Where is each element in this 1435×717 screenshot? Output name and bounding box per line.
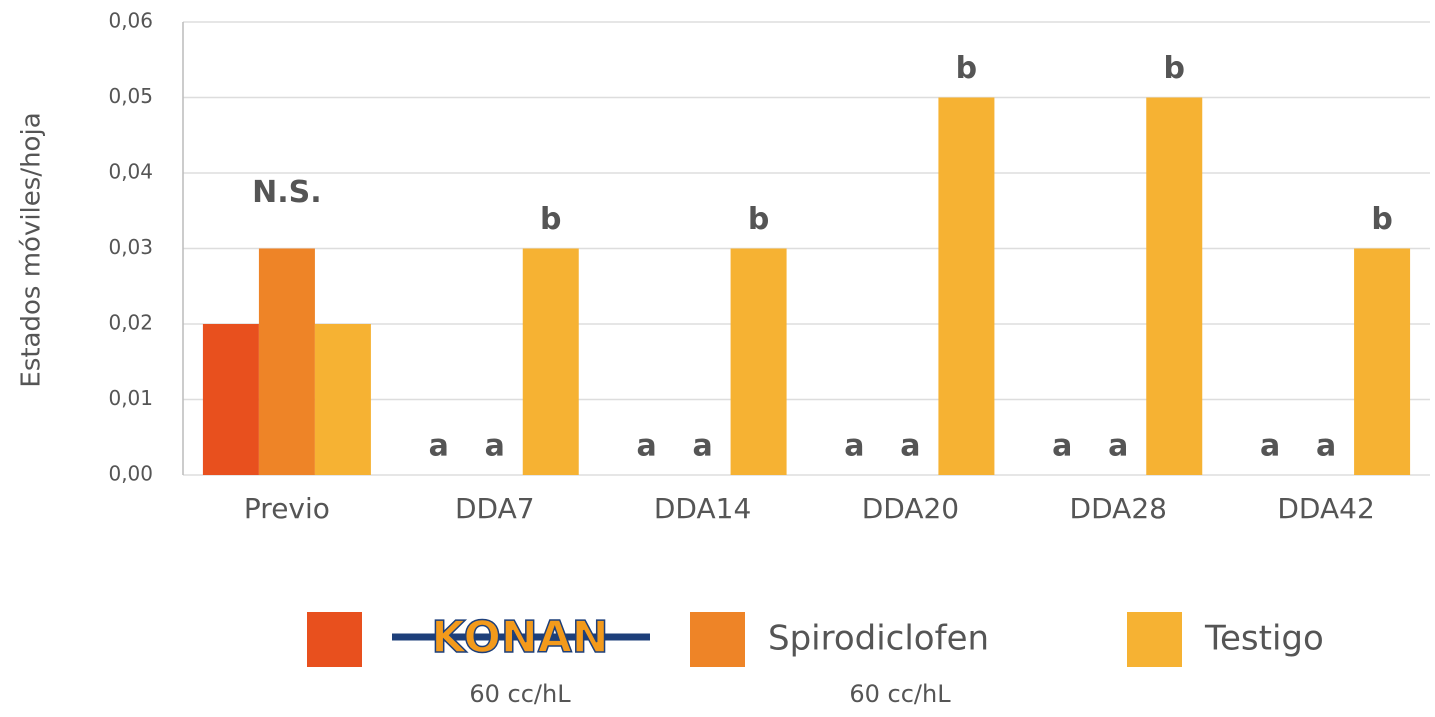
significance-letter: b <box>956 51 977 86</box>
legend-label: Testigo <box>1204 619 1324 659</box>
y-tick-label: 0,06 <box>108 9 153 33</box>
significance-letter: a <box>1316 429 1336 464</box>
bar <box>730 248 787 475</box>
y-tick-label: 0,03 <box>108 235 153 259</box>
bar <box>258 248 315 475</box>
y-tick-label: 0,00 <box>108 462 153 486</box>
y-tick-label: 0,01 <box>108 386 153 410</box>
bar <box>1354 248 1411 475</box>
x-tick-label: DDA42 <box>1277 492 1374 525</box>
bar <box>202 324 259 475</box>
significance-letter: a <box>900 429 920 464</box>
x-tick-label: DDA7 <box>455 492 535 525</box>
x-tick-label: DDA14 <box>654 492 751 525</box>
x-tick-label: DDA28 <box>1070 492 1167 525</box>
significance-letter: a <box>636 429 656 464</box>
significance-letter: a <box>1052 429 1072 464</box>
legend-label: Spirodiclofen <box>768 619 989 659</box>
significance-letter: a <box>429 429 449 464</box>
y-tick-label: 0,05 <box>108 84 153 108</box>
legend-label: KONAN <box>431 612 608 663</box>
significance-letter: b <box>540 202 561 237</box>
bar <box>938 97 995 475</box>
y-tick-label: 0,04 <box>108 160 153 184</box>
x-tick-label: Previo <box>244 492 330 525</box>
significance-letter: b <box>1371 202 1392 237</box>
x-tick-label: DDA20 <box>862 492 959 525</box>
significance-letter: a <box>1260 429 1280 464</box>
y-axis-label: Estados móviles/hoja <box>17 112 47 387</box>
y-tick-label: 0,02 <box>108 311 153 335</box>
legend-swatch <box>1127 612 1182 667</box>
significance-letter: a <box>485 429 505 464</box>
annotation: N.S. <box>252 175 322 210</box>
significance-letter: b <box>748 202 769 237</box>
legend-swatch <box>307 612 362 667</box>
significance-letter: a <box>1108 429 1128 464</box>
legend-dose: 60 cc/hL <box>469 680 571 708</box>
significance-letter: a <box>844 429 864 464</box>
significance-letter: b <box>1164 51 1185 86</box>
legend-swatch <box>690 612 745 667</box>
bar <box>314 324 371 475</box>
bar <box>1146 97 1203 475</box>
legend-dose: 60 cc/hL <box>849 680 951 708</box>
bar <box>522 248 579 475</box>
significance-letter: a <box>692 429 712 464</box>
